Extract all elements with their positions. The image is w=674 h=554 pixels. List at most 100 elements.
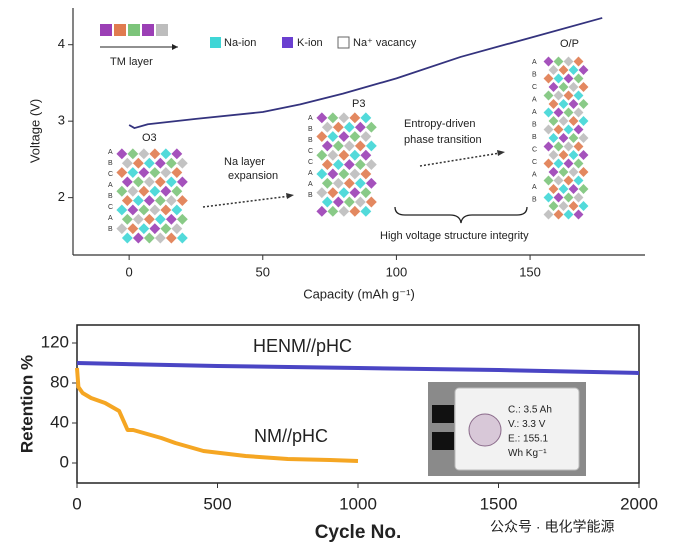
crystal-unit xyxy=(176,157,188,169)
x-axis-label: Cycle No. xyxy=(315,522,402,543)
stacking-letter: A xyxy=(108,149,113,156)
crystal-unit xyxy=(360,149,372,161)
crystal-unit xyxy=(543,158,554,169)
crystal-unit xyxy=(553,175,564,186)
series-label: NM//pHC xyxy=(254,426,328,446)
crystal-unit xyxy=(578,201,589,211)
y-tick-label: 120 xyxy=(41,332,69,351)
crystal-unit xyxy=(543,209,554,220)
crystal-unit xyxy=(558,184,569,194)
tm-arrow-head xyxy=(172,44,178,50)
crystal-unit xyxy=(165,232,177,244)
annotation: High voltage structure integrity xyxy=(380,230,529,242)
crystal-unit xyxy=(138,148,150,160)
stacking-letter: C xyxy=(308,148,313,155)
crystal-unit xyxy=(573,90,584,101)
crystal-unit xyxy=(143,157,155,169)
crystal-unit xyxy=(143,232,155,244)
y-axis-label: Voltage (V) xyxy=(27,99,42,163)
crystal-unit xyxy=(563,175,574,186)
crystal-unit xyxy=(354,196,366,208)
arrow-head xyxy=(497,150,505,156)
crystal-unit xyxy=(553,192,564,203)
stacking-letter: A xyxy=(532,109,537,116)
x-tick-label: 2000 xyxy=(620,494,658,513)
crystal-unit xyxy=(132,232,144,244)
inset-text: Wh Kg⁻¹ xyxy=(508,448,547,459)
crystal-unit xyxy=(143,176,155,188)
crystal-unit xyxy=(176,213,188,225)
crystal-unit xyxy=(573,158,584,169)
stacking-letter: B xyxy=(308,192,313,199)
crystal-unit xyxy=(343,121,355,133)
stacking-letter: A xyxy=(308,181,313,188)
y-tick-label: 40 xyxy=(50,412,69,431)
stacking-letter: A xyxy=(532,184,537,191)
stacking-letter: C xyxy=(308,159,313,166)
crystal-unit xyxy=(154,176,166,188)
x-tick-label: 0 xyxy=(126,264,133,279)
crystal-unit xyxy=(154,232,166,244)
crystal-unit xyxy=(332,159,344,171)
crystal-unit xyxy=(176,176,188,188)
crystal-unit xyxy=(573,124,584,135)
stacking-letter: B xyxy=(108,160,113,167)
crystal-unit xyxy=(553,209,564,220)
crystal-unit xyxy=(149,148,161,160)
arrow xyxy=(202,195,291,208)
line xyxy=(128,17,603,129)
crystal-unit xyxy=(121,213,133,225)
crystal-unit xyxy=(332,196,344,208)
crystal-unit xyxy=(154,213,166,225)
y-tick-label: 80 xyxy=(50,372,69,391)
crystal-unit xyxy=(548,150,559,160)
crystal-unit xyxy=(548,82,559,92)
annotation: P3 xyxy=(352,98,365,110)
crystal-unit xyxy=(165,157,177,169)
stacking-letter: B xyxy=(532,71,537,78)
x-tick-label: 0 xyxy=(72,494,81,513)
stacking-letter: C xyxy=(532,159,537,166)
crystal-unit xyxy=(365,121,377,133)
crystal-unit xyxy=(121,157,133,169)
crystal-unit xyxy=(573,73,584,84)
crystal-unit xyxy=(573,56,584,67)
stacking-letter: C xyxy=(532,146,537,153)
crystal-unit xyxy=(121,176,133,188)
crystal-unit xyxy=(332,121,344,133)
crystal-unit xyxy=(563,73,574,84)
crystal-unit xyxy=(578,150,589,160)
crystal-unit xyxy=(332,177,344,189)
annotation: O3 xyxy=(142,132,157,144)
k-ion-swatch xyxy=(282,37,293,48)
crystal-unit xyxy=(553,141,564,152)
crystal-unit xyxy=(563,56,574,67)
x-tick-label: 150 xyxy=(519,264,541,279)
crystal-unit xyxy=(568,184,579,194)
stacking-letter: B xyxy=(532,134,537,141)
crystal-unit xyxy=(116,185,128,197)
crystal-unit xyxy=(338,205,350,217)
tab xyxy=(432,405,454,423)
crystal-unit xyxy=(573,107,584,118)
x-tick-label: 500 xyxy=(203,494,231,513)
stacking-letter: C xyxy=(532,84,537,91)
crystal-unit xyxy=(160,185,172,197)
series-label: HENM//pHC xyxy=(253,336,352,356)
crystal-unit xyxy=(154,195,166,207)
watermark: 公众号 · 电化学能源 xyxy=(490,519,614,535)
crystal-unit xyxy=(138,223,150,235)
crystal-unit xyxy=(321,196,333,208)
stacking-letter: B xyxy=(108,226,113,233)
crystal-unit xyxy=(573,175,584,186)
crystal-unit xyxy=(127,148,139,160)
stacking-letter: A xyxy=(108,182,113,189)
crystal-unit xyxy=(171,185,183,197)
annotation: Entropy-driven xyxy=(404,118,476,130)
battery xyxy=(454,387,580,471)
crystal-unit xyxy=(127,167,139,178)
crystal-unit xyxy=(132,157,144,169)
inset-text: C.: 3.5 Ah xyxy=(508,405,552,416)
crystal-unit xyxy=(327,205,339,217)
crystal-unit xyxy=(165,213,177,225)
